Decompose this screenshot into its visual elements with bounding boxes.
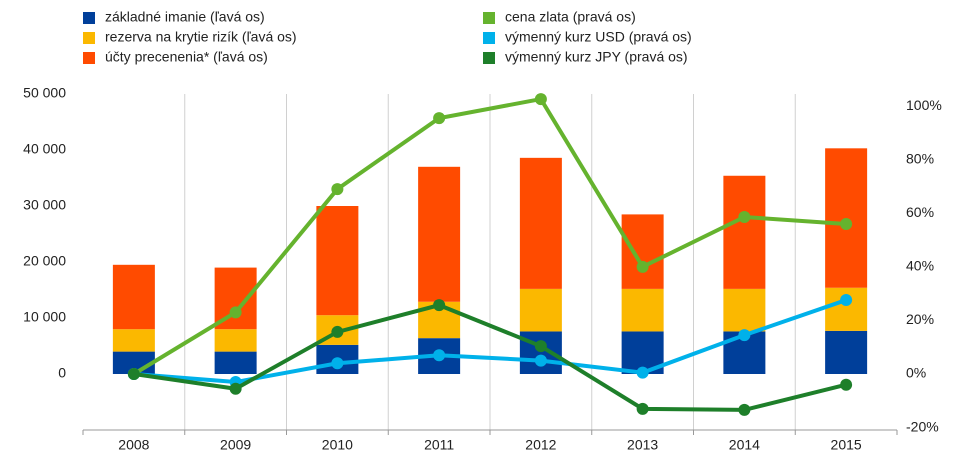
y2-tick-label: 60% — [906, 204, 934, 220]
point — [229, 382, 242, 395]
bar — [214, 329, 257, 352]
y2-tick-label: 80% — [906, 150, 934, 166]
legend-swatch — [483, 12, 495, 24]
x-tick-label: 2011 — [424, 437, 454, 453]
bar — [621, 214, 664, 289]
bar — [112, 264, 155, 330]
point — [331, 325, 344, 338]
y-tick-label: 30 000 — [23, 197, 66, 213]
x-tick-label: 2010 — [322, 437, 353, 453]
y2-tick-label: 20% — [906, 311, 934, 327]
x-tick-label: 2012 — [525, 437, 556, 453]
point — [840, 217, 853, 230]
legend-swatch — [483, 32, 495, 44]
x-tick-label: 2008 — [118, 437, 149, 453]
legend-label: cena zlata (pravá os) — [505, 9, 636, 25]
point — [840, 294, 853, 307]
legend-label: výmenný kurz JPY (pravá os) — [505, 49, 688, 65]
point — [534, 93, 547, 106]
point — [127, 368, 140, 380]
x-tick-label: 2013 — [627, 437, 658, 453]
point — [534, 340, 547, 353]
y2-tick-label: 40% — [906, 258, 934, 274]
legend-label: základné imanie (ľavá os) — [105, 9, 265, 25]
bar — [418, 166, 461, 302]
point — [534, 354, 547, 367]
legend-label: rezerva na krytie rizík (ľavá os) — [105, 29, 297, 45]
y2-tick-label: 100% — [906, 97, 942, 113]
point — [738, 210, 751, 223]
point — [331, 357, 344, 370]
y2-tick-label: -20% — [906, 418, 939, 434]
point — [738, 329, 751, 342]
bar — [723, 175, 766, 289]
point — [840, 378, 853, 391]
legend-label: výmenný kurz USD (pravá os) — [505, 29, 692, 45]
x-tick-label: 2009 — [220, 437, 251, 453]
bar — [825, 330, 868, 374]
x-tick-label: 2015 — [831, 437, 862, 453]
x-tick-label: 2014 — [729, 437, 760, 453]
bar — [519, 331, 562, 374]
bar — [723, 288, 766, 332]
y-tick-label: 40 000 — [23, 141, 66, 157]
legend-swatch — [83, 12, 95, 24]
y2-tick-label: 0% — [906, 365, 926, 381]
point — [636, 366, 649, 379]
point — [229, 306, 242, 319]
point — [331, 183, 344, 196]
y-tick-label: 50 000 — [23, 85, 66, 101]
line — [133, 303, 847, 412]
point — [433, 112, 446, 125]
bar — [316, 206, 359, 316]
point — [738, 403, 751, 416]
y-tick-label: 20 000 — [23, 253, 66, 269]
line — [132, 96, 847, 376]
y-tick-label: 10 000 — [23, 309, 66, 325]
bar — [214, 351, 257, 374]
y-tick-label: 0 — [58, 365, 66, 381]
bar — [112, 329, 155, 352]
legend-swatch — [83, 32, 95, 44]
legend-swatch — [83, 52, 95, 64]
bar — [519, 157, 562, 289]
bar — [621, 288, 664, 332]
point — [433, 349, 446, 362]
point — [433, 299, 446, 312]
point — [636, 402, 649, 415]
legend-swatch — [483, 52, 495, 64]
bar — [519, 288, 562, 332]
point — [636, 260, 649, 273]
legend-label: účty precenenia* (ľavá os) — [105, 49, 268, 65]
